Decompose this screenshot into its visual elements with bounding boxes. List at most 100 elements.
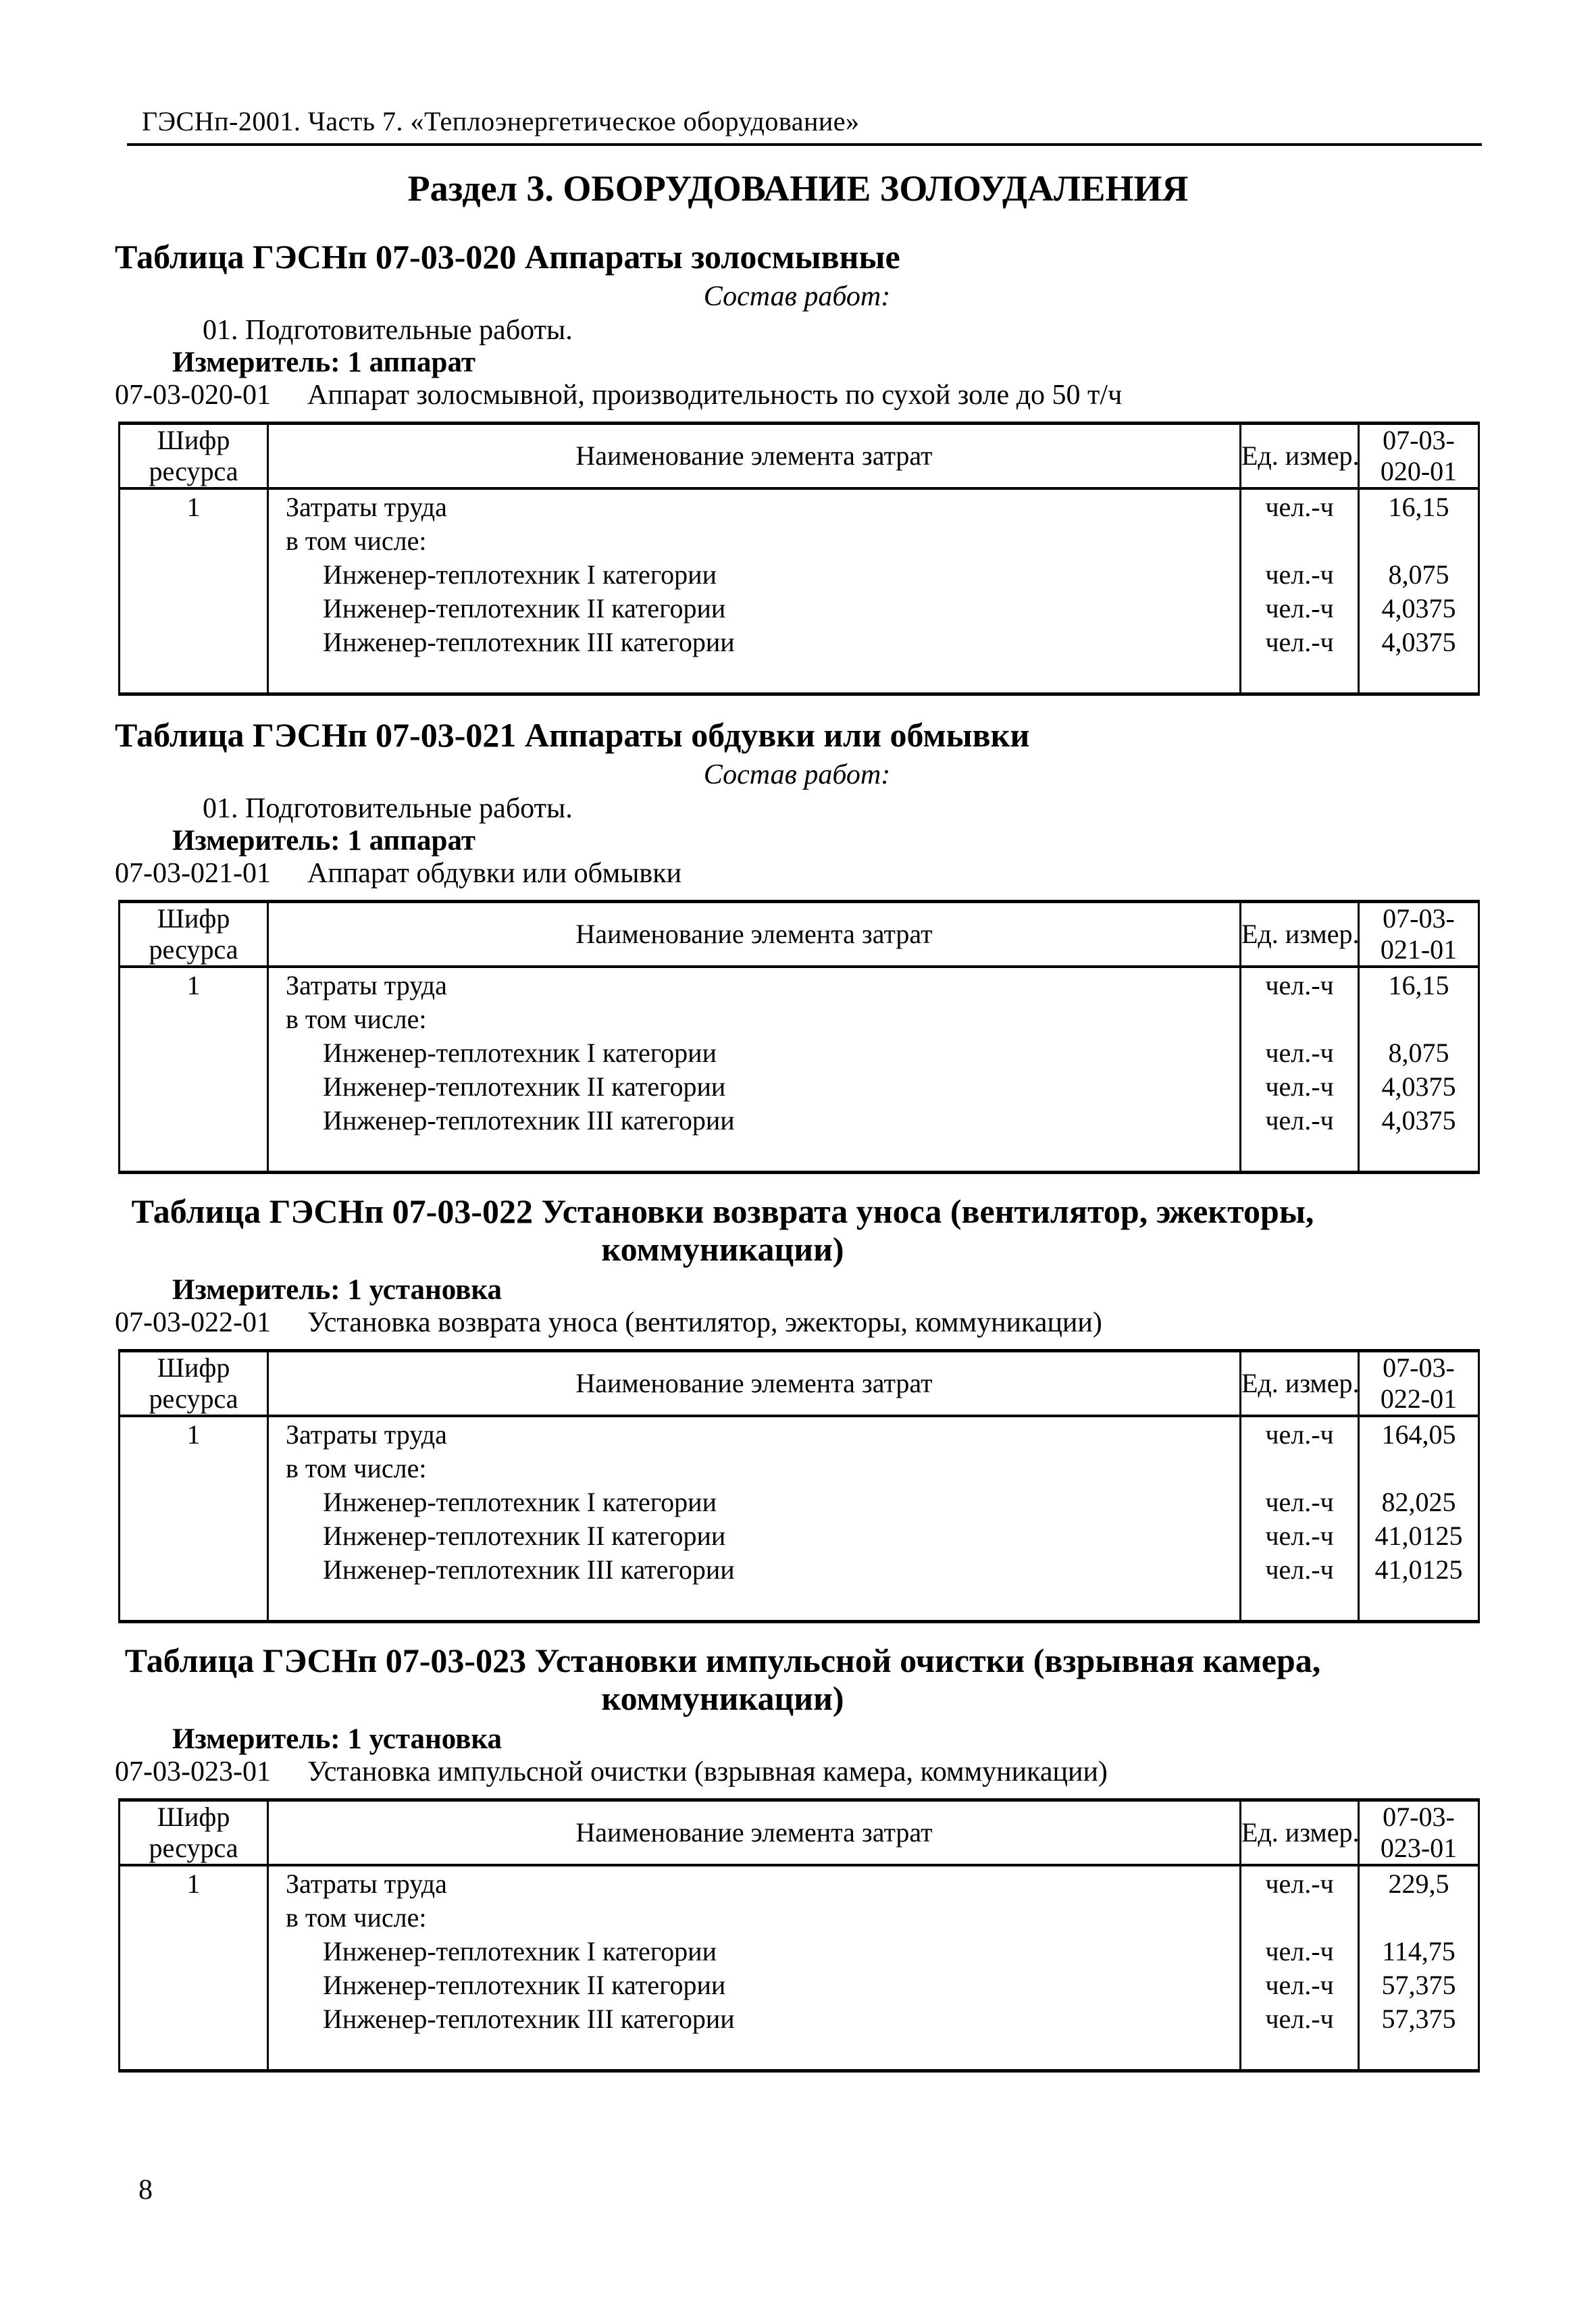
table-row: в том числе:: [118, 1451, 1480, 1485]
resource-number-cell: [118, 524, 269, 557]
norm-code-line1: 07-03-: [1383, 1802, 1455, 1832]
table-row: Инженер-теплотехник III категории чел.-ч…: [118, 2002, 1480, 2035]
table-row: Инженер-теплотехник I категории чел.-ч 8…: [118, 1036, 1480, 1069]
value-cell: 114,75: [1358, 1934, 1480, 1968]
cost-table: Шифр ресурса Наименование элемента затра…: [118, 1798, 1480, 2073]
cost-name-cell: в том числе:: [267, 1002, 1241, 1036]
resource-number-cell: [118, 1968, 269, 2002]
table-row: в том числе:: [118, 1002, 1480, 1036]
resource-number-cell: [118, 1451, 269, 1485]
unit-cell: чел.-ч: [1239, 1552, 1360, 1586]
resource-number-cell: [118, 1485, 269, 1519]
cost-table: Шифр ресурса Наименование элемента затра…: [118, 1349, 1480, 1623]
table-title-line1: Таблица ГЭСНп 07-03-022 Установки возвра…: [131, 1192, 1314, 1230]
resource-description: Аппарат золосмывной, производительность …: [307, 380, 1123, 411]
col-header-norm-code: 07-03- 021-01: [1358, 901, 1480, 968]
resource-code: 07-03-022-01: [115, 1307, 271, 1338]
spacer-row: [118, 1586, 1480, 1622]
value-cell: 41,0125: [1358, 1552, 1480, 1586]
resource-number-cell: [118, 1900, 269, 1934]
table-row: Инженер-теплотехник I категории чел.-ч 1…: [118, 1934, 1480, 1968]
resource-number-cell: [118, 1069, 269, 1103]
work-composition-item: 01. Подготовительные работы.: [203, 793, 573, 824]
meter-label: Измеритель: 1 аппарат: [172, 825, 475, 857]
cost-name-cell: Инженер-теплотехник II категории: [267, 1968, 1241, 2002]
resource-number-cell: [118, 1519, 269, 1552]
value-cell: [1358, 524, 1480, 557]
unit-cell: чел.-ч: [1239, 1865, 1360, 1900]
table-header-row: Шифр ресурса Наименование элемента затра…: [118, 423, 1480, 490]
value-cell: 16,15: [1358, 488, 1480, 524]
value-cell: 4,0375: [1358, 1069, 1480, 1103]
col-header-norm-code: 07-03- 023-01: [1358, 1800, 1480, 1866]
table-title: Таблица ГЭСНп 07-03-020 Аппараты золосмы…: [115, 238, 900, 276]
unit-cell: чел.-ч: [1239, 625, 1360, 659]
norm-section-021: Таблица ГЭСНп 07-03-021 Аппараты обдувки…: [115, 716, 1480, 1174]
value-cell: [1358, 1900, 1480, 1934]
table-row: Инженер-теплотехник II категории чел.-ч …: [118, 1968, 1480, 2002]
col-header-unit: Ед. измер.: [1239, 423, 1360, 490]
resource-number-cell: [118, 1103, 269, 1137]
value-cell: 82,025: [1358, 1485, 1480, 1519]
cost-name-cell: Инженер-теплотехник I категории: [267, 1036, 1241, 1069]
table-title-line2: коммуникации): [601, 1679, 844, 1717]
resource-line: 07-03-020-01 Аппарат золосмывной, произв…: [115, 380, 1479, 411]
col-header-resource-code: Шифр ресурса: [118, 901, 269, 968]
unit-cell: чел.-ч: [1239, 2002, 1360, 2035]
cost-name-cell: Инженер-теплотехник III категории: [267, 625, 1241, 659]
resource-code: 07-03-023-01: [115, 1756, 271, 1787]
section-heading: Раздел 3. ОБОРУДОВАНИЕ ЗОЛОУДАЛЕНИЯ: [407, 168, 1189, 209]
table-title: Таблица ГЭСНп 07-03-022 Установки возвра…: [115, 1192, 1331, 1268]
norm-code-line1: 07-03-: [1383, 1352, 1455, 1383]
table-row: Инженер-теплотехник III категории чел.-ч…: [118, 1552, 1480, 1586]
unit-cell: чел.-ч: [1239, 1968, 1360, 2002]
cost-table: Шифр ресурса Наименование элемента затра…: [118, 900, 1480, 1174]
unit-cell: чел.-ч: [1239, 1934, 1360, 1968]
col-header-resource-code: Шифр ресурса: [118, 1350, 269, 1417]
table-row: 1 Затраты труда чел.-ч 164,05: [118, 1416, 1480, 1451]
spacer-row: [118, 2035, 1480, 2071]
resource-number-cell: 1: [118, 1865, 269, 1900]
unit-cell: чел.-ч: [1239, 1069, 1360, 1103]
page-number: 8: [138, 2175, 153, 2206]
resource-code: 07-03-021-01: [115, 858, 271, 889]
value-cell: [1358, 1002, 1480, 1036]
cost-table: Шифр ресурса Наименование элемента затра…: [118, 422, 1480, 696]
resource-number-cell: [118, 1036, 269, 1069]
cost-name-cell: Инженер-теплотехник II категории: [267, 1069, 1241, 1103]
meter-label: Измеритель: 1 аппарат: [172, 347, 475, 378]
col-header-cost-name: Наименование элемента затрат: [267, 901, 1241, 968]
norm-code-line2: 020-01: [1380, 456, 1458, 486]
resource-description: Аппарат обдувки или обмывки: [307, 858, 682, 889]
value-cell: [1358, 1451, 1480, 1485]
work-composition-item: 01. Подготовительные работы.: [203, 315, 573, 346]
spacer-row: [118, 659, 1480, 694]
resource-number-cell: [118, 557, 269, 591]
cost-name-cell: Инженер-теплотехник III категории: [267, 2002, 1241, 2035]
unit-cell: [1239, 1451, 1360, 1485]
unit-cell: чел.-ч: [1239, 1416, 1360, 1451]
resource-number-cell: [118, 1934, 269, 1968]
col-header-unit: Ед. измер.: [1239, 1350, 1360, 1417]
cost-name-cell: Инженер-теплотехник I категории: [267, 1934, 1241, 1968]
norm-section-022: Таблица ГЭСНп 07-03-022 Установки возвра…: [115, 1192, 1480, 1623]
table-row: в том числе:: [118, 1900, 1480, 1934]
table-row: в том числе:: [118, 524, 1480, 557]
cost-name-cell: Затраты труда: [267, 488, 1241, 524]
resource-number-cell: 1: [118, 967, 269, 1002]
table-row: 1 Затраты труда чел.-ч 229,5: [118, 1865, 1480, 1900]
col-header-resource-code: Шифр ресурса: [118, 423, 269, 490]
table-row: Инженер-теплотехник III категории чел.-ч…: [118, 1103, 1480, 1137]
col-header-cost-name: Наименование элемента затрат: [267, 1800, 1241, 1866]
cost-name-cell: Затраты труда: [267, 1865, 1241, 1900]
value-cell: 229,5: [1358, 1865, 1480, 1900]
resource-number-cell: [118, 591, 269, 625]
unit-cell: чел.-ч: [1239, 1103, 1360, 1137]
table-title: Таблица ГЭСНп 07-03-021 Аппараты обдувки…: [115, 716, 1030, 754]
resource-number-cell: [118, 1002, 269, 1036]
norm-code-line2: 023-01: [1380, 1833, 1458, 1863]
work-composition-label: Состав работ:: [703, 281, 891, 312]
table-row: Инженер-теплотехник III категории чел.-ч…: [118, 625, 1480, 659]
cost-name-cell: Инженер-теплотехник III категории: [267, 1103, 1241, 1137]
value-cell: 4,0375: [1358, 1103, 1480, 1137]
